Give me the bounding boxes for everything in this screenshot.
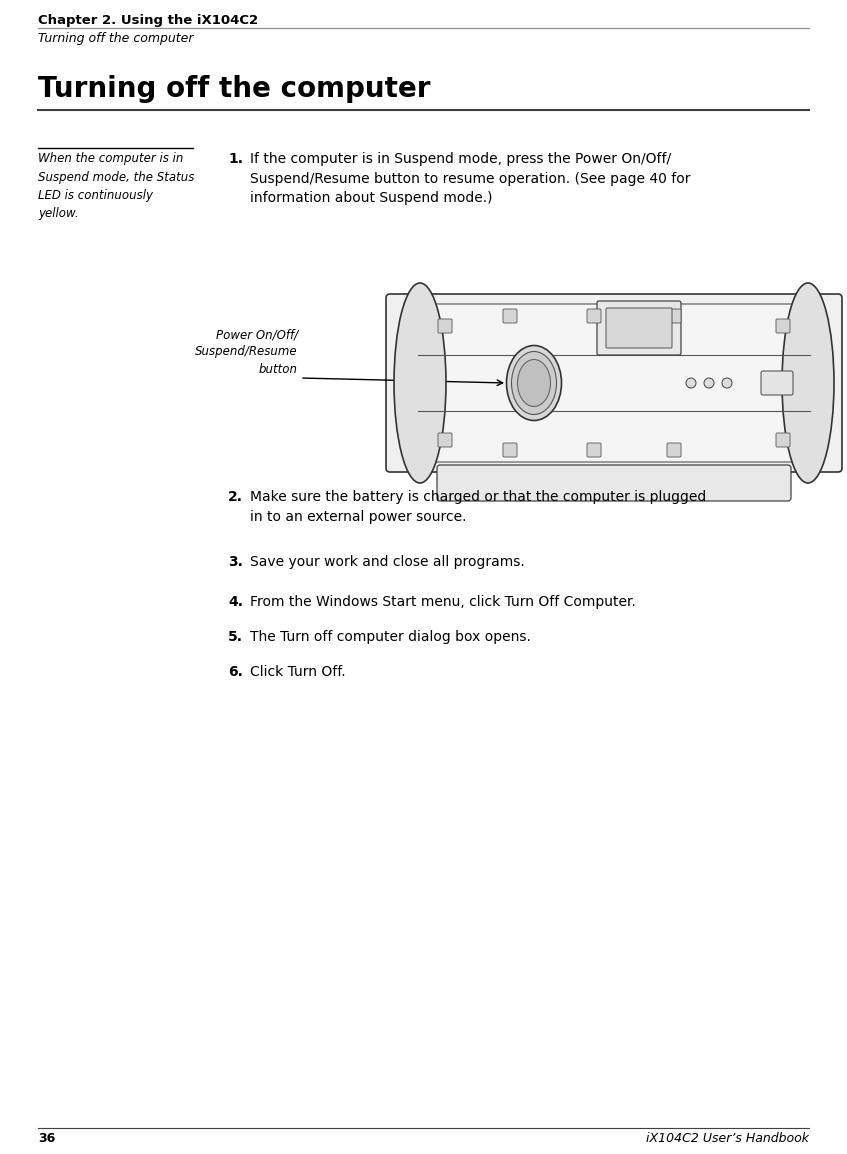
Ellipse shape bbox=[704, 379, 714, 388]
FancyBboxPatch shape bbox=[438, 319, 452, 334]
Text: Chapter 2. Using the iX104C2: Chapter 2. Using the iX104C2 bbox=[38, 14, 258, 27]
FancyBboxPatch shape bbox=[761, 370, 793, 395]
Text: Make sure the battery is charged or that the computer is plugged
in to an extern: Make sure the battery is charged or that… bbox=[250, 490, 706, 524]
FancyBboxPatch shape bbox=[503, 443, 517, 457]
FancyBboxPatch shape bbox=[587, 443, 601, 457]
Text: Power On/Off/
Suspend/Resume
button: Power On/Off/ Suspend/Resume button bbox=[196, 328, 298, 376]
FancyBboxPatch shape bbox=[776, 319, 790, 334]
Text: The Turn off computer dialog box opens.: The Turn off computer dialog box opens. bbox=[250, 630, 531, 644]
Ellipse shape bbox=[507, 345, 562, 420]
Text: 5.: 5. bbox=[228, 630, 243, 644]
FancyBboxPatch shape bbox=[597, 301, 681, 355]
Text: 3.: 3. bbox=[228, 555, 243, 569]
FancyBboxPatch shape bbox=[437, 465, 791, 501]
Ellipse shape bbox=[394, 283, 446, 484]
Text: Turning off the computer: Turning off the computer bbox=[38, 75, 430, 103]
FancyBboxPatch shape bbox=[418, 304, 810, 462]
Text: Click Turn Off.: Click Turn Off. bbox=[250, 665, 346, 679]
Text: Turning off the computer: Turning off the computer bbox=[38, 32, 193, 45]
FancyBboxPatch shape bbox=[667, 309, 681, 323]
Text: If the computer is in Suspend mode, press the Power On/Off/
Suspend/Resume butto: If the computer is in Suspend mode, pres… bbox=[250, 152, 690, 205]
Ellipse shape bbox=[722, 379, 732, 388]
Text: When the computer is in
Suspend mode, the Status
LED is continuously
yellow.: When the computer is in Suspend mode, th… bbox=[38, 152, 194, 220]
FancyBboxPatch shape bbox=[438, 433, 452, 447]
Ellipse shape bbox=[518, 360, 551, 406]
FancyBboxPatch shape bbox=[776, 433, 790, 447]
FancyBboxPatch shape bbox=[503, 309, 517, 323]
Text: 4.: 4. bbox=[228, 595, 243, 609]
FancyBboxPatch shape bbox=[587, 309, 601, 323]
FancyBboxPatch shape bbox=[386, 294, 842, 472]
FancyBboxPatch shape bbox=[667, 443, 681, 457]
FancyBboxPatch shape bbox=[606, 308, 672, 349]
Text: 36: 36 bbox=[38, 1132, 55, 1145]
Text: 1.: 1. bbox=[228, 152, 243, 166]
Ellipse shape bbox=[782, 283, 834, 484]
Text: From the Windows Start menu, click Turn Off Computer.: From the Windows Start menu, click Turn … bbox=[250, 595, 636, 609]
Text: iX104C2 User’s Handbook: iX104C2 User’s Handbook bbox=[646, 1132, 809, 1145]
Ellipse shape bbox=[512, 352, 556, 414]
Text: 2.: 2. bbox=[228, 490, 243, 504]
Ellipse shape bbox=[686, 379, 696, 388]
Text: Save your work and close all programs.: Save your work and close all programs. bbox=[250, 555, 525, 569]
Text: 6.: 6. bbox=[228, 665, 243, 679]
